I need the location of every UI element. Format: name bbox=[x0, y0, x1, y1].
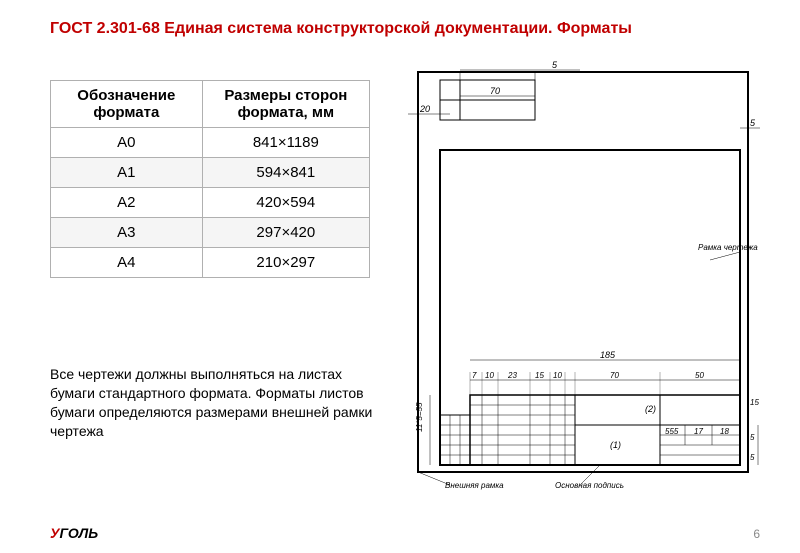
table-header-row: Обозначение формата Размеры сторон форма… bbox=[51, 81, 370, 128]
annotation-frame: Рамка чертежа bbox=[698, 243, 758, 252]
formats-table: Обозначение формата Размеры сторон форма… bbox=[50, 80, 370, 278]
svg-text:15: 15 bbox=[750, 398, 759, 407]
annotation-title-block: Основная подпись bbox=[555, 481, 624, 490]
annotation-outer-frame: Внешняя рамка bbox=[445, 481, 504, 490]
svg-text:5: 5 bbox=[750, 453, 755, 462]
svg-text:50: 50 bbox=[695, 371, 704, 380]
cell-designation: А1 bbox=[51, 158, 203, 188]
page-number: 6 bbox=[753, 527, 760, 541]
cell-dimensions: 594×841 bbox=[202, 158, 369, 188]
svg-text:15: 15 bbox=[535, 371, 544, 380]
svg-text:7: 7 bbox=[472, 371, 477, 380]
dim-label: 185 bbox=[600, 350, 616, 360]
cell-designation: А4 bbox=[51, 248, 203, 278]
footer-logo: УГОЛЬ bbox=[50, 525, 98, 541]
page-title: ГОСТ 2.301-68 Единая система конструктор… bbox=[50, 20, 632, 38]
frame-diagram: 5 70 20 5 Рамка чертежа bbox=[400, 60, 765, 490]
table-row: А1 594×841 bbox=[51, 158, 370, 188]
table-row: А3 297×420 bbox=[51, 218, 370, 248]
table-row: А4 210×297 bbox=[51, 248, 370, 278]
body-paragraph: Все чертежи должны выполняться на листах… bbox=[50, 365, 380, 441]
cell-designation: А0 bbox=[51, 128, 203, 158]
dim-label: 70 bbox=[490, 86, 500, 96]
table-row: А0 841×1189 bbox=[51, 128, 370, 158]
dim-label: 5 bbox=[552, 60, 558, 70]
svg-text:10: 10 bbox=[553, 371, 562, 380]
cell-label: (2) bbox=[645, 404, 656, 414]
dim-label: 11*5=55 bbox=[415, 402, 424, 432]
cell-designation: А2 bbox=[51, 188, 203, 218]
cell-label: (1) bbox=[610, 440, 621, 450]
cell-designation: А3 bbox=[51, 218, 203, 248]
cell-label: 17 bbox=[694, 427, 703, 436]
dim-label: 5 bbox=[750, 118, 756, 128]
col-header-designation: Обозначение формата bbox=[51, 81, 203, 128]
title-block: (1) (2) 555 17 18 bbox=[470, 395, 740, 465]
col-header-dimensions: Размеры сторон формата, мм bbox=[202, 81, 369, 128]
svg-text:70: 70 bbox=[610, 371, 619, 380]
cell-dimensions: 210×297 bbox=[202, 248, 369, 278]
cell-label: 18 bbox=[720, 427, 729, 436]
cell-dimensions: 420×594 bbox=[202, 188, 369, 218]
svg-text:23: 23 bbox=[507, 371, 517, 380]
cell-dimensions: 841×1189 bbox=[202, 128, 369, 158]
svg-text:10: 10 bbox=[485, 371, 494, 380]
table-row: А2 420×594 bbox=[51, 188, 370, 218]
svg-text:5: 5 bbox=[750, 433, 755, 442]
cell-label: 555 bbox=[665, 427, 679, 436]
dim-label: 20 bbox=[419, 104, 430, 114]
cell-dimensions: 297×420 bbox=[202, 218, 369, 248]
